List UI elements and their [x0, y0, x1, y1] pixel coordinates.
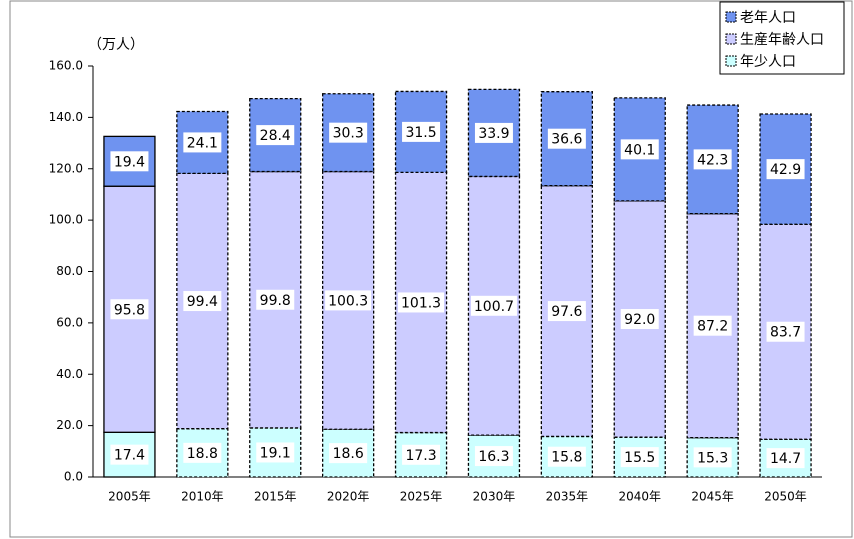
- data-label-bg: [329, 443, 368, 464]
- data-label-bg: [402, 444, 441, 465]
- data-label-bg: [766, 159, 805, 180]
- data-label: 24.1: [187, 135, 218, 151]
- legend-swatch: [725, 33, 737, 45]
- y-tick-label: 80.0: [56, 264, 83, 278]
- data-label-bg: [256, 289, 295, 310]
- data-label: 14.7: [770, 451, 801, 467]
- data-label: 83.7: [770, 325, 801, 341]
- x-tick-label: 2015年: [254, 490, 297, 504]
- data-label: 19.4: [114, 154, 145, 170]
- data-label: 17.4: [114, 448, 145, 464]
- data-label-bg: [256, 125, 295, 146]
- data-label-bg: [325, 290, 372, 311]
- data-label-bg: [766, 321, 805, 342]
- data-label-bg: [110, 444, 149, 465]
- data-label-bg: [470, 295, 517, 316]
- data-label: 42.3: [697, 152, 728, 168]
- data-label: 31.5: [405, 125, 436, 141]
- data-label-bg: [183, 132, 222, 153]
- data-label-bg: [110, 151, 149, 172]
- data-label: 18.6: [333, 446, 364, 462]
- y-tick-label: 60.0: [56, 315, 83, 329]
- y-tick-label: 20.0: [56, 418, 83, 432]
- y-tick-label: 140.0: [49, 110, 83, 124]
- data-label-bg: [620, 309, 659, 330]
- legend-swatch: [725, 11, 737, 23]
- data-label: 15.8: [551, 450, 582, 466]
- legend-box: [719, 1, 845, 75]
- x-tick-label: 2010年: [181, 490, 224, 504]
- data-label: 19.1: [260, 445, 291, 461]
- data-label: 95.8: [114, 302, 145, 318]
- data-label-bg: [547, 446, 586, 467]
- data-label: 101.3: [401, 295, 441, 311]
- data-label: 15.5: [624, 450, 655, 466]
- data-label: 40.1: [624, 142, 655, 158]
- data-label: 15.3: [697, 450, 728, 466]
- data-label: 16.3: [478, 449, 509, 465]
- data-label-bg: [620, 447, 659, 468]
- y-tick-label: 40.0: [56, 367, 83, 381]
- legend-label: 老年人口: [740, 10, 796, 26]
- x-tick-label: 2005年: [108, 490, 151, 504]
- y-axis-label: （万人）: [88, 37, 144, 53]
- data-label-bg: [183, 291, 222, 312]
- x-tick-label: 2035年: [546, 490, 589, 504]
- data-label: 100.3: [328, 293, 368, 309]
- data-label-bg: [402, 121, 441, 142]
- data-label: 17.3: [405, 448, 436, 464]
- data-label-bg: [256, 442, 295, 463]
- legend-swatch: [725, 55, 737, 67]
- data-label-bg: [693, 315, 732, 336]
- data-label-bg: [329, 122, 368, 143]
- y-tick-label: 160.0: [49, 59, 83, 73]
- data-label: 100.7: [474, 299, 514, 315]
- data-label-bg: [693, 447, 732, 468]
- data-label-bg: [766, 448, 805, 469]
- data-label: 97.6: [551, 304, 582, 320]
- data-label-bg: [183, 442, 222, 463]
- x-tick-label: 2050年: [764, 490, 807, 504]
- data-label-bg: [547, 128, 586, 149]
- data-label-bg: [474, 446, 513, 467]
- data-label: 87.2: [697, 319, 728, 335]
- data-label-bg: [693, 149, 732, 170]
- data-label: 18.8: [187, 446, 218, 462]
- data-label-bg: [547, 301, 586, 322]
- x-tick-label: 2040年: [618, 490, 661, 504]
- y-tick-label: 120.0: [49, 161, 83, 175]
- data-label: 30.3: [333, 126, 364, 142]
- x-tick-label: 2030年: [473, 490, 516, 504]
- data-label: 33.9: [478, 126, 509, 142]
- data-label-bg: [398, 292, 445, 313]
- x-tick-label: 2045年: [691, 490, 734, 504]
- data-label: 99.4: [187, 294, 218, 310]
- data-label: 36.6: [551, 132, 582, 148]
- data-label: 99.8: [260, 293, 291, 309]
- x-tick-label: 2020年: [327, 490, 370, 504]
- y-tick-label: 100.0: [49, 213, 83, 227]
- x-tick-label: 2025年: [400, 490, 443, 504]
- legend-label: 生産年齢人口: [740, 32, 824, 48]
- data-label: 92.0: [624, 312, 655, 328]
- data-label-bg: [620, 139, 659, 160]
- legend-label: 年少人口: [740, 54, 796, 70]
- data-label-bg: [474, 122, 513, 143]
- y-tick-label: 0.0: [64, 470, 83, 484]
- data-label: 28.4: [260, 128, 291, 144]
- data-label: 42.9: [770, 162, 801, 178]
- data-label-bg: [110, 299, 149, 320]
